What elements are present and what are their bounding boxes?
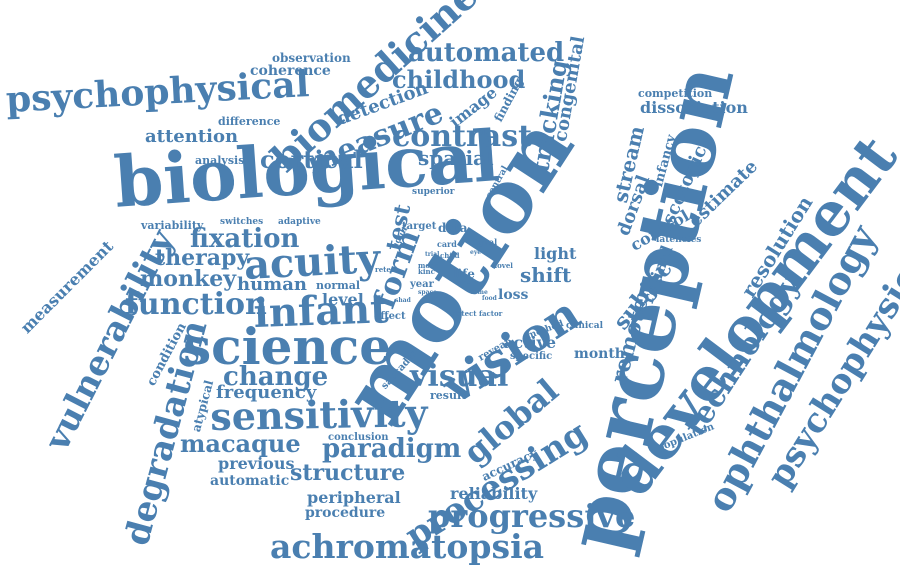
word-active: active	[503, 333, 557, 352]
word-paradigm: paradigm	[322, 434, 462, 464]
word-attention: attention	[145, 126, 239, 147]
word-procedure: procedure	[305, 505, 386, 521]
word-food: food	[482, 295, 497, 302]
word-come: come	[470, 289, 488, 296]
word-card: card	[437, 239, 457, 249]
word-superior: superior	[412, 187, 455, 197]
word-normal: normal	[316, 279, 361, 292]
word-analysis: analysis	[195, 154, 245, 167]
word-childhood: childhood	[392, 65, 526, 94]
word-level: level	[322, 290, 364, 309]
word-spatial: spatial	[418, 146, 494, 170]
word-time: time	[455, 279, 471, 286]
word-cortical: cortical	[260, 145, 363, 174]
word-monkey: monkey	[140, 266, 236, 292]
word-reliability: reliability	[450, 484, 538, 503]
word-structure: structure	[290, 460, 406, 486]
word-retest: retest	[375, 265, 399, 274]
word-science: science	[183, 317, 392, 376]
word-loss: loss	[498, 287, 529, 303]
word-variability: variability	[141, 219, 204, 232]
word-therapy: therapy	[155, 245, 250, 271]
word-shad: shad	[395, 297, 411, 304]
word-human: human	[237, 274, 307, 295]
word-life: life	[453, 267, 475, 281]
word-shift: shift	[520, 263, 572, 287]
word-space: space	[418, 289, 437, 296]
word-previous: previous	[218, 454, 295, 473]
word-peripheral: peripheral	[307, 488, 401, 507]
word-year: year	[410, 279, 434, 290]
word-target: target	[402, 221, 437, 232]
word-novel: novel	[492, 261, 513, 270]
word-frequency: frequency	[216, 382, 317, 403]
word-trial: trial	[425, 251, 440, 258]
word-contrast: contrast	[392, 119, 532, 154]
word-detect-factor: detect factor	[452, 309, 503, 318]
word-signal: signal	[470, 237, 498, 247]
word-change: change	[223, 362, 329, 392]
word-dissociation: dissociation	[640, 98, 748, 117]
word-clinical: clinical	[566, 321, 604, 331]
word-competition: competition	[638, 87, 713, 100]
word-function: function	[125, 287, 267, 322]
word-adaptive: adaptive	[278, 217, 321, 227]
word-specific: specific	[510, 351, 553, 362]
word-conclusion: conclusion	[328, 432, 389, 443]
word-data: data	[438, 221, 468, 235]
word-observation: observation	[272, 51, 351, 65]
word-switches: switches	[220, 217, 264, 227]
word-latencies: latencies	[656, 235, 702, 245]
word-effect: effect	[374, 311, 406, 322]
word-kinc: kinc	[418, 267, 435, 276]
word-progressive: progressive	[428, 497, 636, 535]
word-fixation: fixation	[190, 224, 300, 254]
word-achromatopsia: achromatopsia	[270, 527, 544, 566]
word-visual: visual	[410, 359, 509, 394]
word-month: month	[574, 346, 625, 362]
word-automatic: automatic	[210, 473, 290, 489]
word-coherence: coherence	[250, 63, 331, 79]
word-difference: difference	[218, 115, 281, 128]
word-eye: eye	[470, 249, 482, 256]
word-more: more	[432, 295, 450, 302]
word-child: child	[440, 251, 460, 260]
word-light: light	[534, 244, 577, 263]
word-macaque: macaque	[180, 429, 301, 458]
word-mood: mood	[418, 261, 440, 270]
word-automated: automated	[408, 38, 565, 68]
word-result: result	[430, 389, 467, 402]
